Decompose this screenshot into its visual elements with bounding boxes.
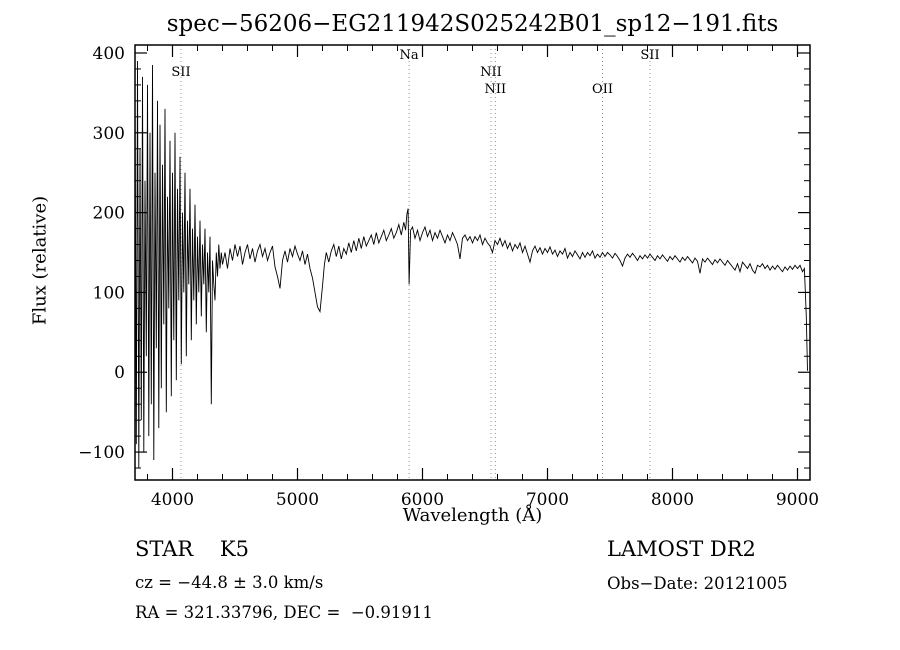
svg-text:OII: OII xyxy=(592,82,613,97)
svg-text:5000: 5000 xyxy=(276,490,319,510)
svg-text:Na: Na xyxy=(400,48,419,63)
radial-velocity-text: cz = −44.8 ± 3.0 km/s xyxy=(135,573,324,592)
svg-text:SII: SII xyxy=(171,65,190,80)
svg-text:−100: −100 xyxy=(78,443,125,463)
svg-text:4000: 4000 xyxy=(151,490,194,510)
svg-text:400: 400 xyxy=(93,44,125,64)
object-class-text: STAR K5 xyxy=(135,537,249,561)
y-axis-label: Flux (relative) xyxy=(29,195,51,326)
svg-text:0: 0 xyxy=(114,363,125,383)
svg-text:NII: NII xyxy=(485,82,507,97)
x-axis-label: Wavelength (Å) xyxy=(402,505,543,526)
svg-text:7000: 7000 xyxy=(526,490,569,510)
svg-text:SII: SII xyxy=(640,48,659,63)
plot-title: spec−56206−EG211942S025242B01_sp12−191.f… xyxy=(166,11,779,37)
coordinates-text: RA = 321.33796, DEC = −0.91911 xyxy=(135,603,433,622)
svg-text:8000: 8000 xyxy=(651,490,694,510)
survey-name-text: LAMOST DR2 xyxy=(607,537,756,561)
obs-date-text: Obs−Date: 20121005 xyxy=(607,574,788,593)
svg-text:NII: NII xyxy=(480,65,502,80)
svg-text:300: 300 xyxy=(93,124,125,144)
svg-text:200: 200 xyxy=(93,204,125,224)
svg-text:100: 100 xyxy=(93,283,125,303)
svg-text:9000: 9000 xyxy=(776,490,819,510)
svg-text:6000: 6000 xyxy=(401,490,444,510)
